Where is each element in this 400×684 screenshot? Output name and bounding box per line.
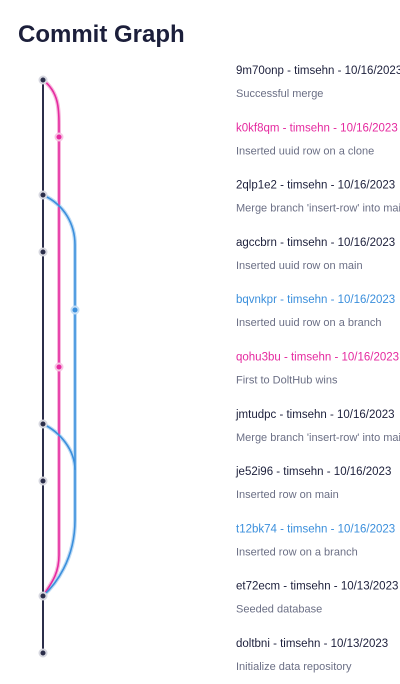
commit-message: Inserted uuid row on main: [236, 260, 363, 272]
commit-message: Seeded database: [236, 604, 322, 616]
commit-dot: [38, 75, 48, 85]
commit-dot: [38, 591, 48, 601]
commit-dot: [38, 190, 48, 200]
commit-dot: [54, 132, 64, 142]
branch-glow: [41, 78, 61, 598]
commit-header: agccbrn - timsehn - 10/16/2023: [236, 237, 395, 249]
commit-dot: [38, 648, 48, 658]
commit-dot: [54, 362, 64, 372]
commit-header: doltbni - timsehn - 10/13/2023: [236, 638, 388, 650]
commit-message: First to DoltHub wins: [236, 375, 338, 387]
branch-line: [42, 423, 76, 471]
page-title: Commit Graph: [18, 21, 185, 48]
commit-header: jmtudpc - timsehn - 10/16/2023: [235, 409, 395, 421]
commit-list: 9m70onp - timsehn - 10/16/2023 Successful…: [235, 65, 400, 673]
commit-dot: [70, 305, 80, 315]
commit-header: et72ecm - timsehn - 10/13/2023: [236, 581, 398, 593]
commit-header: bqvnkpr - timsehn - 10/16/2023: [236, 294, 395, 306]
commit-dot: [38, 247, 48, 257]
commit-header: 2qlp1e2 - timsehn - 10/16/2023: [236, 180, 395, 192]
commit-header: qohu3bu - timsehn - 10/16/2023: [236, 352, 399, 364]
commit-message: Inserted uuid row on a branch: [236, 317, 382, 329]
commit-dot: [38, 419, 48, 429]
commit-message: Successful merge: [236, 88, 323, 100]
commit-message: Inserted row on a branch: [236, 546, 358, 558]
commit-message: Inserted row on main: [236, 489, 339, 501]
commit-graph: [38, 75, 80, 658]
commit-dot: [38, 476, 48, 486]
commit-header: 9m70onp - timsehn - 10/16/2023: [236, 65, 400, 77]
branch-line: [42, 79, 60, 597]
commit-header: t12bk74 - timsehn - 10/16/2023: [236, 523, 395, 535]
commit-header: k0kf8qm - timsehn - 10/16/2023: [236, 122, 398, 134]
commit-message: Merge branch 'insert-row' into main: [236, 432, 400, 444]
commit-message: Merge branch 'insert-row' into main: [236, 203, 400, 215]
branch-line: [42, 194, 76, 597]
commit-header: je52i96 - timsehn - 10/16/2023: [235, 466, 391, 478]
commit-message: Inserted uuid row on a clone: [236, 145, 374, 157]
commit-message: Initialize data repository: [236, 661, 352, 673]
